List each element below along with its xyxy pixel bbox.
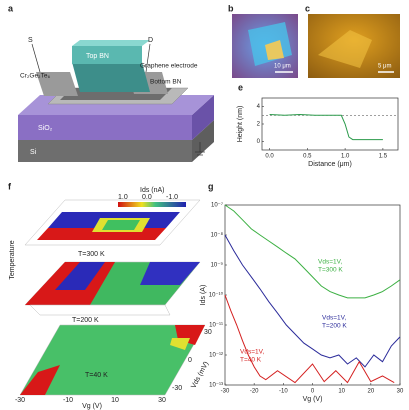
top-bn-label: Top BN <box>86 53 109 60</box>
bottom-bn-label: Bottom BN <box>150 79 182 86</box>
x-tick-label: 1.0 <box>341 154 350 160</box>
x-tick-label: -30 <box>221 389 230 395</box>
source-label: S <box>28 37 33 44</box>
series-annotation: Vds=1V, <box>322 315 346 322</box>
x-tick-label: -10 <box>63 397 73 404</box>
si-label: Si <box>30 149 37 156</box>
temperature-label: T=200 K <box>72 317 99 324</box>
colorbar-tick: -1.0 <box>166 194 178 201</box>
colorbar-tick: 0.0 <box>142 194 152 201</box>
x-tick-label: 10 <box>338 389 345 395</box>
y-tick-label: 10⁻⁷ <box>211 202 223 209</box>
side-tick-label: 30 <box>204 329 212 336</box>
data-line <box>225 205 400 298</box>
series-annotation: Vds=1V, <box>318 259 342 266</box>
x-axis-label: Distance (μm) <box>308 161 352 168</box>
data-line <box>225 295 394 383</box>
x-tick-label: 0.0 <box>265 154 274 160</box>
x-tick-label: 20 <box>367 389 374 395</box>
panel-label: c <box>305 3 310 13</box>
series-annotation: T=40 K <box>240 357 262 364</box>
panel-label: g <box>208 181 214 191</box>
side-tick-label: 0 <box>188 357 192 364</box>
side-tick-label: -30 <box>172 385 182 392</box>
y-tick-label: 0 <box>257 139 261 145</box>
plot-frame <box>262 98 398 150</box>
maps <box>20 200 205 395</box>
x-axis-label: Vg (V) <box>303 396 323 403</box>
panel-label: a <box>8 3 14 13</box>
scale-label: 5 μm <box>378 64 391 70</box>
x-tick-label: 10 <box>111 397 119 404</box>
panel-label: f <box>8 181 12 191</box>
x-tick-label: -30 <box>15 397 25 404</box>
side-axis-label: Vds (mV) <box>190 361 210 390</box>
y-tick-label: 10⁻⁸ <box>211 232 224 239</box>
electrode-label: Graphene electrode <box>140 63 198 70</box>
colorbar-title: Ids (nA) <box>140 187 165 194</box>
figure: a S D Top BN Cr₂Ge₂Te₆ Graphene electrod… <box>0 0 409 410</box>
y-tick-label: 10⁻¹⁰ <box>209 292 224 299</box>
x-tick-label: 30 <box>397 389 404 395</box>
y-tick-label: 10⁻¹¹ <box>209 323 223 329</box>
y-axis-label: Ids (A) <box>200 285 207 306</box>
cgt-label: Cr₂Ge₂Te₆ <box>20 73 50 80</box>
panel-label: e <box>238 82 243 92</box>
colorbar-tick: 1.0 <box>118 194 128 201</box>
x-tick-label: -10 <box>279 389 288 395</box>
y-axis-label: Temperature <box>9 240 16 279</box>
temperature-label: T=40 K <box>85 372 108 379</box>
temperature-label: T=300 K <box>78 251 105 258</box>
x-tick-label: 1.5 <box>379 154 388 160</box>
y-tick-label: 2 <box>257 122 261 128</box>
series-annotation: T=200 K <box>322 323 347 330</box>
x-tick-label: -20 <box>250 389 259 395</box>
x-tick-label: 0.5 <box>303 154 312 160</box>
sio2-label: SiO₂ <box>38 125 53 132</box>
x-tick-label: 0 <box>311 389 315 395</box>
y-tick-label: 10⁻⁹ <box>211 262 224 269</box>
scale-label: 10 μm <box>274 64 291 70</box>
colorbar <box>118 202 186 207</box>
y-tick-label: 10⁻¹³ <box>209 383 223 389</box>
series-annotation: T=300 K <box>318 267 343 274</box>
drain-label: D <box>148 37 153 44</box>
y-tick-label: 10⁻¹² <box>209 353 223 359</box>
x-axis-label: Vg (V) <box>82 403 102 410</box>
series-annotation: Vds=1V, <box>240 349 264 356</box>
panel-label: b <box>228 3 234 13</box>
y-axis-label: Height (nm) <box>237 106 244 143</box>
data-line <box>270 115 383 140</box>
device-schematic <box>18 40 214 162</box>
x-tick-label: 30 <box>158 397 166 404</box>
data-line <box>225 235 400 367</box>
y-tick-label: 4 <box>257 104 261 110</box>
